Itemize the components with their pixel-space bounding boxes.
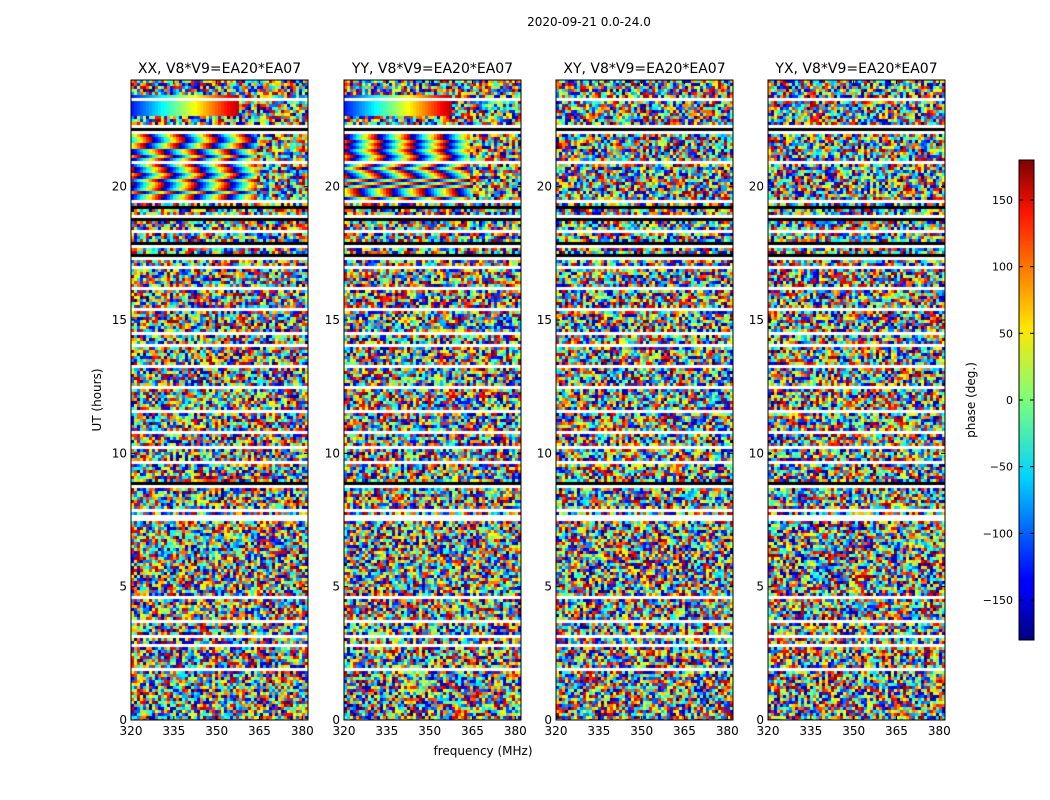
y-tick-label: 15 [112,313,127,327]
y-tick-label: 5 [332,580,340,594]
x-tick-label: 365 [673,724,696,738]
y-tick-label: 0 [332,713,340,727]
panel-yy: YY, V8*V9=EA20*EA07 320 335 350 365 380 0 5 10 15… [325,61,527,738]
colorbar-tick-label: 150 [992,194,1013,207]
x-tick-label: 380 [928,724,951,738]
colorbar: −150 −100 −50 0 50 100 150 phase (deg.) [964,159,1035,641]
x-tick-label: 350 [630,724,653,738]
panel-xy: XY, V8*V9=EA20*EA07 320 335 350 365 380 0 5 10 15… [537,61,739,738]
x-tick-label: 320 [120,724,143,738]
panel-heatmap [131,80,308,720]
panel-heatmap [768,80,945,720]
x-tick-label: 380 [504,724,527,738]
y-tick-label: 0 [756,713,764,727]
y-tick-label: 15 [537,313,552,327]
colorbar-tick-label: −50 [990,461,1013,474]
panel-frame [343,79,522,721]
y-tick-label: 10 [749,446,764,460]
y-tick-label: 20 [112,180,127,194]
colorbar-tick-label: −150 [983,594,1013,607]
y-tick-label: 15 [325,313,340,327]
x-tick-label: 335 [799,724,822,738]
x-tick-label: 335 [162,724,185,738]
colorbar-tick-label: −100 [983,527,1013,540]
x-tick-label: 365 [461,724,484,738]
panel-heatmap [344,80,521,720]
x-tick-label: 350 [205,724,228,738]
x-tick-label: 350 [418,724,441,738]
figure-title: 2020-09-21 0.0-24.0 [527,15,651,29]
y-tick-label: 10 [537,446,552,460]
panel-frame [767,79,946,721]
x-tick-label: 335 [587,724,610,738]
x-tick-label: 320 [757,724,780,738]
x-tick-label: 365 [885,724,908,738]
panel-title: XX, V8*V9=EA20*EA07 [138,61,301,77]
x-axis-label: frequency (MHz) [433,744,532,758]
x-tick-label: 365 [248,724,271,738]
panels: XX, V8*V9=EA20*EA07 320 335 350 365 380 0 5 10 15… [112,61,951,738]
colorbar-tick-label: 100 [992,261,1013,274]
panel-title: YY, V8*V9=EA20*EA07 [351,61,513,77]
x-tick-label: 380 [291,724,314,738]
y-tick-label: 5 [119,580,127,594]
y-axis-label: UT (hours) [90,368,104,431]
colorbar-ticks: −150 −100 −50 0 50 100 150 [983,194,1034,607]
y-tick-label: 20 [749,180,764,194]
colorbar-tick-label: 0 [1006,394,1013,407]
y-tick-label: 5 [544,580,552,594]
panel-title: XY, V8*V9=EA20*EA07 [563,61,725,77]
y-tick-label: 10 [112,446,127,460]
panel-xx: XX, V8*V9=EA20*EA07 320 335 350 365 380 0 5 10 15… [112,61,314,738]
colorbar-label: phase (deg.) [964,362,978,438]
y-tick-label: 0 [119,713,127,727]
x-tick-label: 380 [716,724,739,738]
y-tick-label: 10 [325,446,340,460]
y-tick-label: 20 [537,180,552,194]
panel-yx: YX, V8*V9=EA20*EA07 320 335 350 365 380 0 5 10 15… [749,61,951,738]
y-tick-label: 0 [544,713,552,727]
y-tick-label: 15 [749,313,764,327]
panel-frame [130,79,309,721]
panel-title: YX, V8*V9=EA20*EA07 [774,61,937,77]
y-tick-label: 20 [325,180,340,194]
panel-heatmap [556,80,733,720]
x-tick-label: 335 [375,724,398,738]
colorbar-tick-label: 50 [999,327,1013,340]
x-tick-label: 320 [333,724,356,738]
y-tick-label: 5 [756,580,764,594]
x-tick-label: 320 [545,724,568,738]
x-tick-label: 350 [842,724,865,738]
panel-frame [555,79,734,721]
